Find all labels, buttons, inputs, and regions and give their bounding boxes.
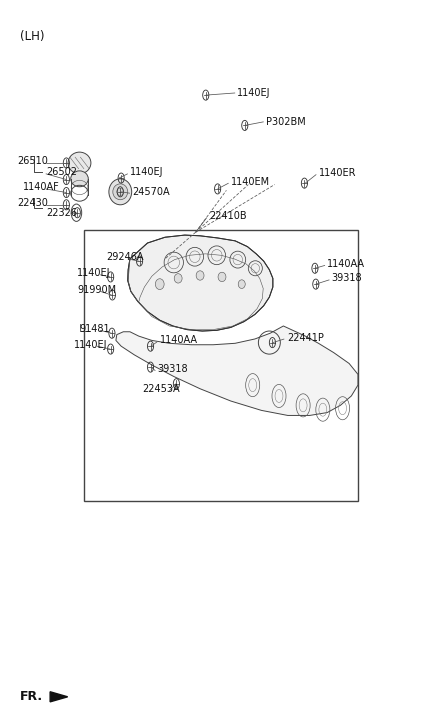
Ellipse shape (174, 273, 182, 283)
Ellipse shape (109, 179, 132, 205)
Text: 29246A: 29246A (106, 252, 144, 262)
Text: 1140ER: 1140ER (318, 168, 356, 178)
Text: 1140AF: 1140AF (23, 182, 59, 193)
Text: (LH): (LH) (20, 31, 45, 43)
Bar (84, 230, 358, 501)
Text: 22430: 22430 (17, 198, 48, 209)
Text: 26502: 26502 (47, 166, 78, 177)
Polygon shape (50, 692, 67, 702)
Text: 22441P: 22441P (287, 332, 324, 342)
Text: 1140AA: 1140AA (327, 259, 365, 269)
Text: 39318: 39318 (157, 364, 188, 374)
Text: 1140EJ: 1140EJ (238, 88, 271, 98)
Polygon shape (116, 326, 358, 415)
Ellipse shape (71, 171, 88, 187)
Text: 1140EJ: 1140EJ (77, 268, 111, 278)
Text: P302BM: P302BM (266, 117, 305, 126)
Polygon shape (128, 235, 273, 331)
Text: 22410B: 22410B (209, 212, 246, 221)
Text: 22453A: 22453A (142, 385, 180, 395)
Text: 1140EJ: 1140EJ (74, 340, 108, 350)
Text: 24570A: 24570A (132, 187, 170, 197)
Ellipse shape (218, 272, 226, 281)
Text: FR.: FR. (20, 691, 44, 703)
Text: 26510: 26510 (17, 156, 48, 166)
Text: 91990M: 91990M (77, 285, 116, 295)
Text: 1140EJ: 1140EJ (130, 166, 163, 177)
Ellipse shape (68, 152, 91, 174)
Ellipse shape (113, 184, 128, 200)
Text: 91481: 91481 (79, 324, 110, 334)
Text: 39318: 39318 (332, 273, 362, 284)
Text: 1140EM: 1140EM (231, 177, 270, 187)
Ellipse shape (196, 270, 204, 280)
Ellipse shape (155, 278, 164, 289)
Text: 1140AA: 1140AA (160, 335, 198, 345)
Text: 22326: 22326 (47, 208, 78, 217)
Ellipse shape (238, 280, 245, 289)
